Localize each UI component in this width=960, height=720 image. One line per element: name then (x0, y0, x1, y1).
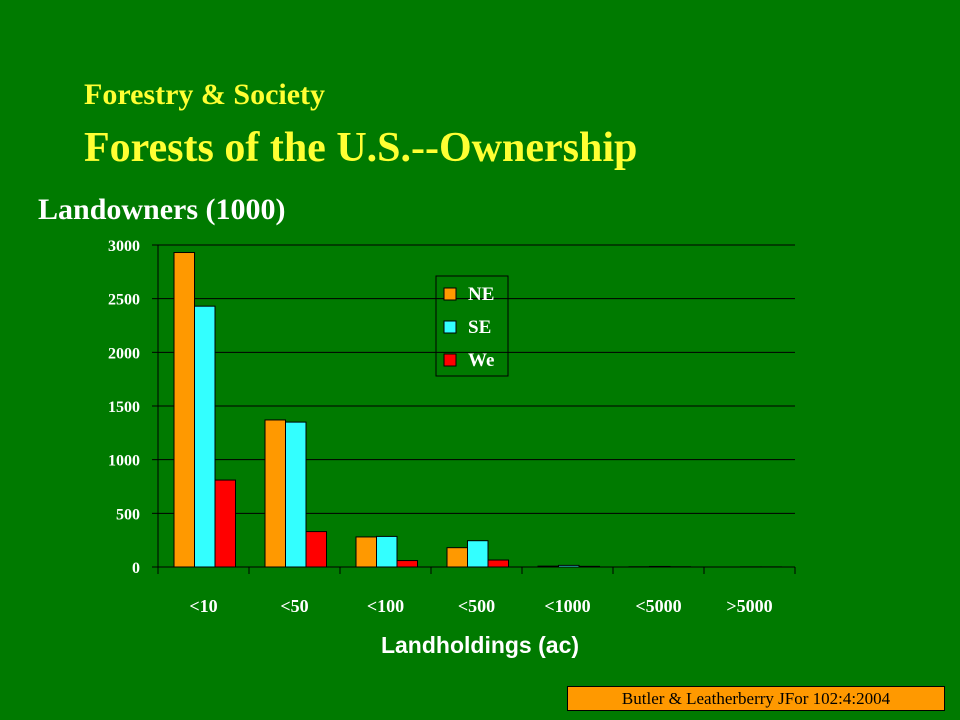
x-category-label: <1000 (544, 596, 590, 616)
bar-we-0 (214, 479, 236, 568)
y-tick-label: 500 (116, 506, 140, 523)
x-category-label: <50 (280, 596, 308, 616)
y-tick-label: 2500 (108, 292, 140, 309)
gridlines (158, 244, 795, 514)
bar-we-4 (578, 565, 600, 568)
bar-ne-1 (264, 419, 286, 568)
y-tick-label: 1000 (108, 453, 140, 470)
bar-se-2 (376, 535, 398, 568)
bar-se-5 (649, 565, 671, 568)
slide-subtitle: Forestry & Society (84, 78, 326, 111)
y-tick-label: 1500 (108, 399, 140, 416)
y-tick-label: 3000 (108, 238, 140, 255)
bar-se-4 (558, 564, 580, 568)
bars (173, 252, 782, 568)
x-axis-label: Landholdings (ac) (380, 632, 580, 658)
bar-se-1 (285, 421, 307, 568)
x-category-label: <5000 (635, 596, 681, 616)
y-tick-label: 0 (132, 560, 140, 577)
x-category-label: >5000 (726, 596, 772, 616)
slide-title: Forests of the U.S.--Ownership (84, 125, 638, 171)
bar-we-2 (396, 560, 418, 568)
x-category-label: <10 (189, 596, 217, 616)
y-tick-label: 2000 (108, 345, 140, 362)
legend-swatch-ne (443, 287, 457, 301)
legend-box (435, 275, 509, 377)
bar-ne-4 (537, 565, 559, 568)
legend: NE SE We (435, 275, 509, 377)
legend-label-we: We (468, 350, 494, 371)
y-axis-label: Landowners (1000) (38, 193, 286, 226)
y-tick-labels: 0 500 1000 1500 2000 2500 3000 (108, 238, 140, 577)
legend-swatch-se (443, 320, 457, 334)
legend-swatch-we (443, 353, 457, 367)
x-category-label: <100 (367, 596, 404, 616)
bar-ne-3 (446, 547, 468, 568)
x-category-labels: <10 <50 <100 <500 <1000 <5000 >5000 (189, 596, 772, 616)
legend-label-se: SE (468, 317, 491, 338)
legend-label-ne: NE (468, 284, 494, 305)
bar-we-3 (487, 559, 509, 568)
citation: Butler & Leatherberry JFor 102:4:2004 (567, 686, 945, 711)
bar-se-0 (194, 305, 216, 568)
x-category-label: <500 (458, 596, 495, 616)
bar-ne-2 (355, 536, 377, 568)
bar-se-3 (467, 540, 489, 568)
bar-ne-0 (173, 252, 195, 568)
bar-we-1 (305, 531, 327, 568)
